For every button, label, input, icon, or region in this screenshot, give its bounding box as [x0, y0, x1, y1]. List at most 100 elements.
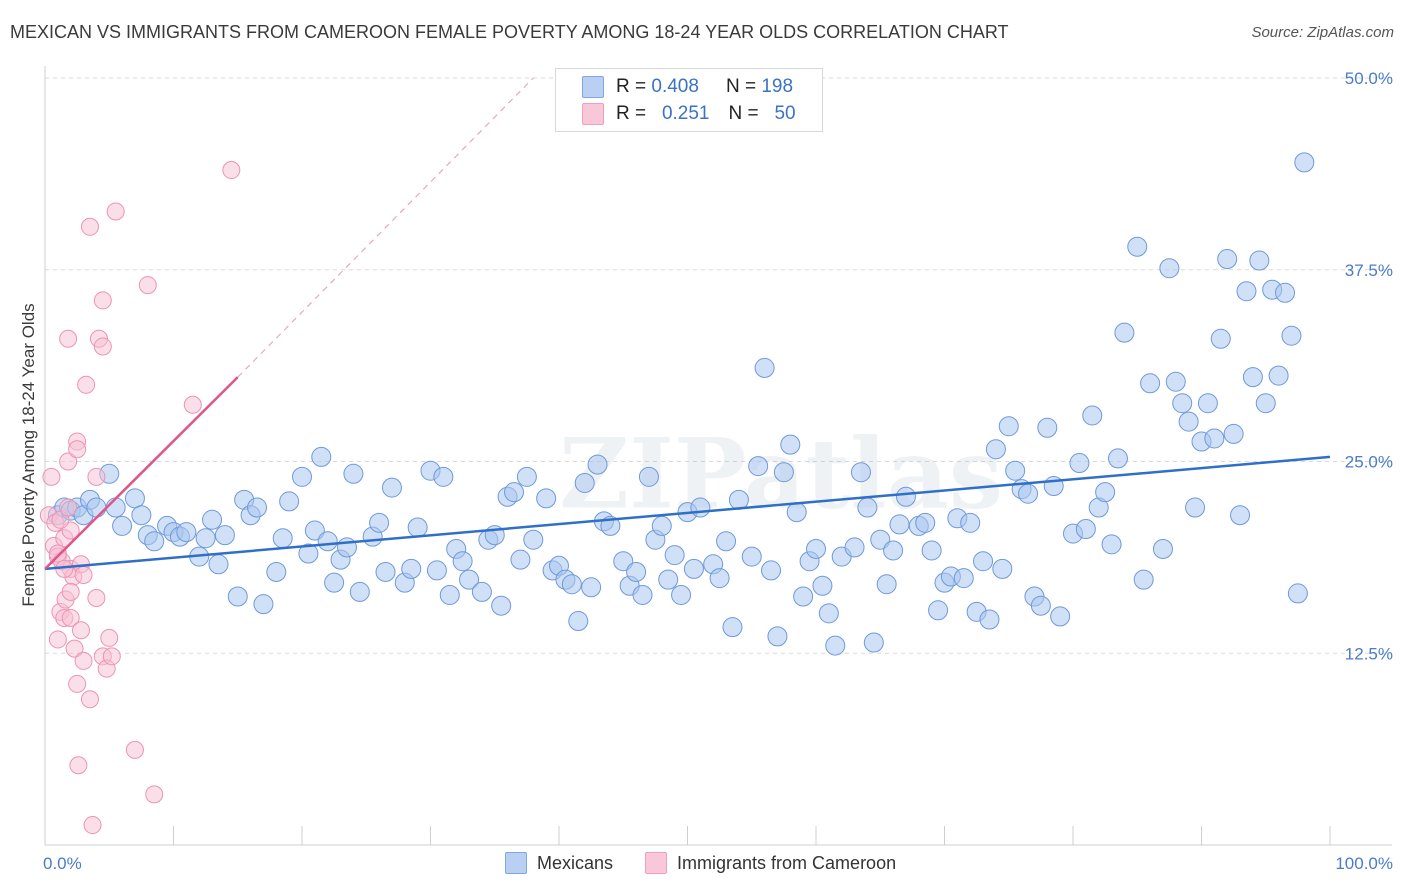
mexicans-point	[459, 569, 480, 590]
mexicans-point	[671, 584, 692, 605]
blue-swatch	[505, 852, 527, 874]
legend-item-cameroon[interactable]: Immigrants from Cameroon	[645, 852, 896, 874]
mexicans-point	[870, 529, 891, 550]
mexicans-point	[1101, 534, 1122, 555]
mexicans-point	[574, 472, 595, 493]
mexicans-point	[806, 538, 826, 559]
mexicans-point	[722, 617, 743, 638]
mexicans-point	[728, 489, 749, 510]
mexicans-point	[1165, 371, 1186, 392]
mexicans-point	[131, 505, 152, 526]
mexicans-point	[304, 520, 325, 541]
mexicans-point	[812, 575, 833, 596]
x-tick-label: 0.0%	[43, 854, 82, 873]
blue-swatch	[582, 76, 604, 98]
legend-r-value: 0.408	[651, 76, 699, 97]
mexicans-point	[844, 537, 865, 558]
cameroon-point	[68, 440, 87, 459]
mexicans-point	[1268, 365, 1289, 386]
mexicans-points	[47, 152, 1315, 656]
mexicans-point	[1069, 453, 1090, 474]
mexicans-point	[523, 529, 544, 550]
mexicans-point	[176, 522, 197, 543]
mexicans-point	[426, 560, 447, 581]
cameroon-point	[80, 690, 99, 709]
mexicans-point	[1159, 258, 1180, 279]
legend-label-mexicans: Mexicans	[537, 852, 614, 873]
mexicans-point	[381, 477, 402, 498]
mexicans-point	[985, 439, 1006, 460]
pink-swatch	[645, 852, 668, 874]
mexicans-point	[741, 546, 762, 567]
mexicans-point	[317, 531, 338, 552]
mexicans-point	[1185, 497, 1206, 518]
mexicans-point	[86, 497, 107, 518]
mexicans-point	[407, 517, 428, 538]
tick-labels: 12.5% 25.0% 37.5% 50.0% 0.0% 100.0%	[43, 69, 1393, 873]
cameroon-point	[69, 756, 88, 775]
legend-n-label: N =	[725, 76, 757, 97]
mexicans-point	[709, 568, 730, 589]
mexicans-point	[208, 554, 229, 575]
series-legend: Mexicans Immigrants from Cameroon	[505, 852, 928, 874]
mexicans-point	[1242, 367, 1263, 388]
mexicans-point	[767, 626, 788, 647]
mexicans-point	[683, 558, 704, 579]
legend-item-mexicans[interactable]: Mexicans	[505, 852, 613, 874]
cameroon-point	[61, 608, 80, 627]
mexicans-point	[1197, 393, 1218, 414]
mexicans-point	[112, 515, 133, 536]
mexicans-point	[1037, 417, 1058, 438]
mexicans-point	[1230, 505, 1251, 526]
mexicans-point	[1217, 249, 1238, 270]
chart-title: MEXICAN VS IMMIGRANTS FROM CAMEROON FEMA…	[10, 22, 1009, 42]
cameroon-trend-line	[44, 376, 239, 570]
y-tick-label: 25.0%	[1345, 453, 1393, 472]
cameroon-point	[183, 395, 202, 414]
mexicans-point	[124, 488, 145, 509]
cameroon-trend-extension	[237, 77, 534, 378]
mexicans-point	[375, 561, 396, 582]
cameroon-point	[87, 467, 106, 486]
cameroon-point	[74, 566, 93, 585]
mexicans-point	[1030, 595, 1051, 616]
mexicans-point	[889, 514, 910, 535]
mexicans-point	[439, 584, 460, 605]
cameroon-point	[48, 630, 67, 649]
cameroon-point	[71, 621, 90, 640]
mexicans-point	[953, 568, 974, 589]
mexicans-point	[1294, 152, 1315, 173]
cameroon-point	[59, 498, 78, 517]
cameroon-point	[80, 217, 99, 236]
mexicans-point	[1127, 236, 1148, 257]
cameroon-point	[42, 467, 61, 486]
mexicans-point	[960, 512, 981, 533]
mexicans-point	[1275, 282, 1296, 303]
mexicans-point	[664, 545, 685, 566]
mexicans-point	[1236, 281, 1257, 302]
mexicans-point	[1204, 428, 1225, 449]
y-tick-label: 12.5%	[1345, 644, 1393, 663]
mexicans-point	[773, 462, 794, 483]
cameroon-point	[93, 291, 112, 310]
mexicans-point	[998, 416, 1019, 437]
mexicans-point	[651, 515, 672, 536]
legend-r-label: R =	[616, 103, 647, 124]
y-axis-label: Female Poverty Among 18-24 Year Olds	[19, 303, 38, 606]
mexicans-point	[516, 466, 537, 487]
cameroon-points	[39, 161, 241, 835]
trend-lines	[44, 77, 1331, 571]
cameroon-point	[61, 582, 80, 601]
mexicans-point	[227, 586, 248, 607]
stats-legend: R = 0.408 N = 198 R = 0.251 N = 50	[555, 68, 823, 132]
mexicans-point	[1107, 448, 1128, 469]
mexicans-point	[581, 577, 602, 598]
mexicans-point	[1095, 482, 1116, 503]
mexicans-point	[1114, 322, 1135, 343]
cameroon-point	[48, 544, 67, 563]
mexicans-point	[1005, 460, 1026, 481]
mexicans-point	[1140, 373, 1161, 394]
mexicans-point	[1249, 250, 1270, 271]
mexicans-point	[1075, 518, 1096, 539]
mexicans-point	[1223, 423, 1244, 444]
